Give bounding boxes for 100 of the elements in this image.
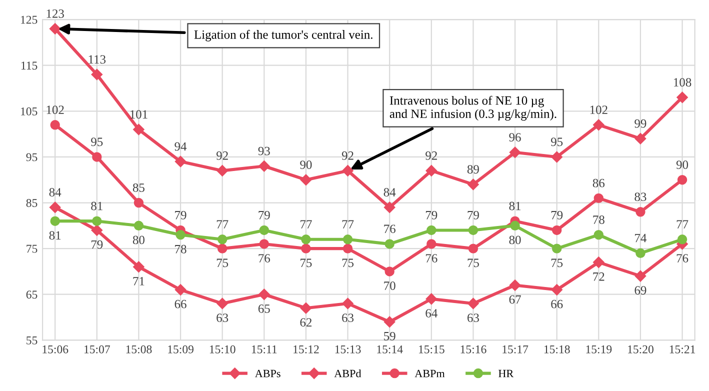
- point: [634, 270, 646, 282]
- data-label: 76: [676, 254, 688, 263]
- point: [551, 151, 562, 163]
- point: [593, 119, 604, 130]
- legend-label: ABPs: [254, 370, 280, 378]
- data-label: 77: [216, 220, 228, 228]
- point: [259, 239, 270, 249]
- point: [49, 23, 61, 34]
- y-tick-label: 115: [21, 62, 38, 70]
- point: [594, 230, 604, 240]
- y-tick-label: 125: [21, 16, 38, 24]
- data-label: 75: [551, 258, 563, 268]
- data-label: 102: [590, 106, 608, 114]
- data-label: 66: [174, 300, 186, 308]
- data-label: 77: [300, 220, 312, 228]
- data-label: 63: [468, 314, 479, 322]
- data-label: 95: [550, 138, 563, 146]
- x-tick-label: 15:17: [502, 345, 528, 354]
- data-label: 79: [175, 210, 186, 220]
- data-label: 81: [509, 202, 521, 210]
- point: [134, 220, 144, 231]
- x-tick-label: 15:07: [84, 345, 110, 354]
- x-tick-label: 15:06: [42, 345, 68, 354]
- data-label: 76: [426, 254, 438, 263]
- point: [384, 239, 394, 249]
- data-label: 75: [216, 258, 228, 268]
- y-tick-label: 85: [26, 199, 38, 207]
- data-label: 72: [593, 272, 604, 281]
- x-tick-label: 15:16: [460, 345, 486, 354]
- point: [594, 193, 604, 204]
- point: [174, 284, 186, 296]
- data-label: 83: [634, 192, 646, 202]
- x-tick-label: 15:21: [670, 345, 696, 354]
- point: [301, 234, 311, 244]
- point: [301, 244, 311, 254]
- x-tick-label: 15:14: [377, 345, 403, 354]
- data-label: 95: [91, 138, 103, 146]
- data-label: 85: [132, 183, 144, 192]
- data-label: 92: [426, 151, 437, 160]
- data-label: 86: [592, 178, 605, 188]
- point: [384, 266, 394, 276]
- point: [634, 133, 646, 144]
- point: [300, 174, 312, 186]
- data-label: 79: [426, 210, 438, 220]
- y-tick-label: 55: [26, 336, 38, 344]
- data-label: 63: [216, 314, 228, 322]
- data-label: 102: [46, 106, 64, 114]
- data-label: 79: [468, 210, 479, 220]
- point: [342, 244, 353, 254]
- data-label: 93: [258, 146, 270, 156]
- point: [509, 146, 521, 158]
- point: [636, 248, 646, 258]
- point: [217, 234, 228, 244]
- y-tick-label: 75: [26, 244, 38, 253]
- point: [216, 298, 228, 310]
- point: [593, 256, 604, 268]
- data-label: 81: [49, 231, 61, 240]
- point: [509, 280, 521, 291]
- legend-label: ABPd: [334, 369, 362, 378]
- point: [176, 230, 186, 240]
- data-label: 123: [46, 9, 64, 18]
- x-tick-label: 15:15: [418, 345, 444, 354]
- point: [134, 198, 144, 208]
- data-label: 90: [300, 160, 312, 169]
- data-label: 101: [130, 110, 148, 119]
- legend-label: ABPm: [414, 370, 445, 378]
- x-tick-label: 15:20: [628, 345, 654, 354]
- x-tick-label: 15:09: [168, 345, 194, 354]
- data-label: 76: [384, 224, 396, 234]
- point: [676, 92, 688, 104]
- point: [468, 298, 479, 310]
- point: [342, 234, 353, 244]
- point: [133, 261, 144, 272]
- point: [384, 316, 396, 328]
- data-label: 77: [676, 220, 688, 228]
- data-label: 75: [468, 258, 479, 268]
- data-label: 80: [132, 236, 144, 244]
- y-tick-label: 65: [26, 290, 38, 299]
- annotation: Ligation of the tumor's central vein.: [194, 30, 372, 42]
- y-tick-label: 105: [21, 107, 38, 116]
- annotation: Intravenous bolus of NE 10 µg and NE infusion (0.3 µg/kg/min).: [390, 96, 556, 121]
- point: [216, 165, 228, 176]
- point: [259, 225, 270, 236]
- data-label: 80: [509, 236, 521, 244]
- data-label: 81: [91, 202, 102, 210]
- point: [49, 202, 61, 213]
- data-label: 113: [88, 55, 106, 64]
- point: [342, 298, 354, 310]
- data-label: 69: [634, 286, 646, 295]
- data-label: 75: [342, 258, 354, 268]
- x-tick-label: 15:18: [544, 345, 570, 354]
- point: [217, 244, 228, 254]
- data-label: 76: [258, 254, 270, 263]
- data-label: 96: [509, 133, 521, 142]
- point: [468, 178, 479, 190]
- point: [426, 239, 436, 249]
- point: [384, 202, 396, 213]
- x-tick-label: 15:13: [335, 345, 361, 354]
- point: [552, 225, 562, 236]
- x-tick-label: 15:08: [126, 345, 152, 354]
